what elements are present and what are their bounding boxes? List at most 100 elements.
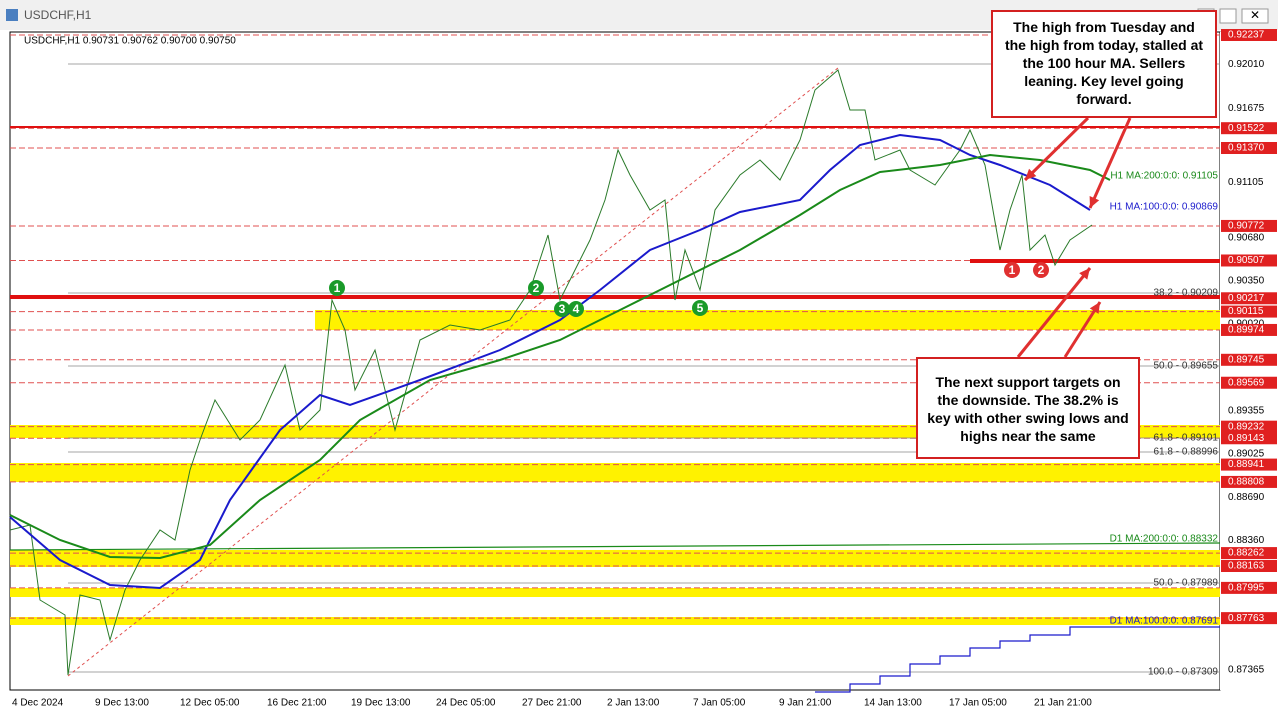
arrow-head xyxy=(1089,302,1100,314)
price-label: 0.90217 xyxy=(1228,293,1265,304)
price-tag xyxy=(1221,458,1277,471)
indicator-label: H1 MA:200:0:0: 0.91105 xyxy=(1110,171,1218,182)
price-label: 0.89745 xyxy=(1228,354,1265,365)
price-label: 0.88941 xyxy=(1228,459,1265,470)
price-label: 0.89143 xyxy=(1228,433,1265,444)
price-tag xyxy=(1221,323,1277,336)
time-label: 9 Dec 13:00 xyxy=(95,698,149,709)
support-zone xyxy=(315,310,1220,330)
maximize-button[interactable] xyxy=(1219,8,1237,24)
price-tag xyxy=(1221,353,1277,366)
time-label: 4 Dec 2024 xyxy=(12,698,64,709)
d1-ma200 xyxy=(9,542,1221,551)
arrow xyxy=(1063,301,1102,358)
time-label: 27 Dec 21:00 xyxy=(522,698,582,709)
support-zone xyxy=(10,588,1220,597)
arrow-head xyxy=(1079,268,1090,280)
chart-header: USDCHF,H1 0.90731 0.90762 0.90700 0.9075… xyxy=(24,36,236,47)
arrow-head xyxy=(1089,196,1100,208)
price-label: 0.90680 xyxy=(1228,233,1265,244)
support-zone xyxy=(10,550,1220,567)
price-label: 0.87763 xyxy=(1228,613,1265,624)
support-zone xyxy=(10,463,1220,482)
price-tag xyxy=(1221,254,1277,267)
annotation-box: The high from Tuesday and the high from … xyxy=(991,10,1217,118)
price-tag xyxy=(1221,475,1277,488)
close-button[interactable] xyxy=(1241,8,1269,24)
price-tag xyxy=(1221,559,1277,572)
price-label: 0.90507 xyxy=(1228,255,1265,266)
price-label: 0.89569 xyxy=(1228,377,1265,388)
price-label: 0.88163 xyxy=(1228,561,1265,572)
fib-label: 38.2 - 0.90209 xyxy=(1154,288,1219,299)
price-tag xyxy=(1221,420,1277,433)
price-tag xyxy=(1221,292,1277,305)
price-label: 0.89974 xyxy=(1228,325,1265,336)
arrow xyxy=(1023,116,1090,182)
arrow xyxy=(1088,117,1132,209)
marker-label: 1 xyxy=(1009,263,1016,277)
price-label: 0.89232 xyxy=(1228,421,1265,432)
fib-diagonal xyxy=(67,67,839,677)
time-label: 12 Dec 05:00 xyxy=(180,698,240,709)
d1-ma100 xyxy=(815,626,1220,693)
price-label: 0.89025 xyxy=(1228,448,1265,459)
price-path xyxy=(9,69,1093,676)
price-tag xyxy=(1221,219,1277,232)
marker-label: 2 xyxy=(533,281,540,295)
price-label: 0.91370 xyxy=(1228,143,1265,154)
indicator-label: D1 MA:200:0:0: 0.88332 xyxy=(1110,534,1219,545)
fib-label: 100.0 - 0.87309 xyxy=(1148,667,1218,678)
window-icon xyxy=(6,9,18,21)
h1-ma200 xyxy=(9,153,1111,560)
price-label: 0.91675 xyxy=(1228,103,1265,114)
price-tag xyxy=(1221,122,1277,135)
price-tag xyxy=(1221,612,1277,625)
price-tag xyxy=(1221,581,1277,594)
time-label: 21 Jan 21:00 xyxy=(1034,698,1092,709)
indicator-label: D1 MA:100:0:0: 0.87691 xyxy=(1110,616,1219,627)
price-label: 0.92010 xyxy=(1228,59,1265,70)
fib-label: 61.8 - 0.88996 xyxy=(1154,447,1219,458)
close-icon: ✕ xyxy=(1250,8,1260,22)
fib-label: 50.0 - 0.87989 xyxy=(1154,578,1219,589)
time-label: 16 Dec 21:00 xyxy=(267,698,327,709)
marker xyxy=(568,301,584,317)
marker-label: 2 xyxy=(1038,263,1045,277)
marker xyxy=(1033,262,1049,278)
price-label: 0.90350 xyxy=(1228,276,1265,287)
price-label: 0.91105 xyxy=(1228,177,1264,188)
price-tag xyxy=(1221,142,1277,155)
price-label: 0.87365 xyxy=(1228,665,1265,676)
time-label: 7 Jan 05:00 xyxy=(693,698,746,709)
time-label: 14 Jan 13:00 xyxy=(864,698,922,709)
price-label: 0.88360 xyxy=(1228,535,1265,546)
indicator-label: H1 MA:100:0:0: 0.90869 xyxy=(1110,202,1219,213)
price-label: 0.92237 xyxy=(1228,30,1265,41)
price-label: 0.87995 xyxy=(1228,583,1265,594)
arrow xyxy=(1016,267,1092,358)
price-label: 0.91522 xyxy=(1228,123,1265,134)
support-zone xyxy=(10,617,1220,625)
marker xyxy=(554,301,570,317)
annotation-box: The next support targets on the downside… xyxy=(916,357,1140,459)
price-label: 0.90115 xyxy=(1228,306,1264,317)
marker-label: 3 xyxy=(559,302,566,316)
arrow-head xyxy=(1025,168,1037,180)
price-tag xyxy=(1221,432,1277,445)
price-tag xyxy=(1221,376,1277,389)
marker xyxy=(1004,262,1020,278)
time-label: 19 Dec 13:00 xyxy=(351,698,411,709)
marker-label: 4 xyxy=(573,302,580,316)
window-title: USDCHF,H1 xyxy=(24,8,92,22)
price-tag xyxy=(1221,29,1277,41)
marker-label: 1 xyxy=(334,281,341,295)
marker xyxy=(329,280,345,296)
price-label: 0.88808 xyxy=(1228,477,1265,488)
price-label: 0.90772 xyxy=(1228,221,1265,232)
time-label: 17 Jan 05:00 xyxy=(949,698,1007,709)
price-tag xyxy=(1221,547,1277,560)
price-tag xyxy=(1221,305,1277,318)
h1-ma100 xyxy=(9,133,1091,590)
